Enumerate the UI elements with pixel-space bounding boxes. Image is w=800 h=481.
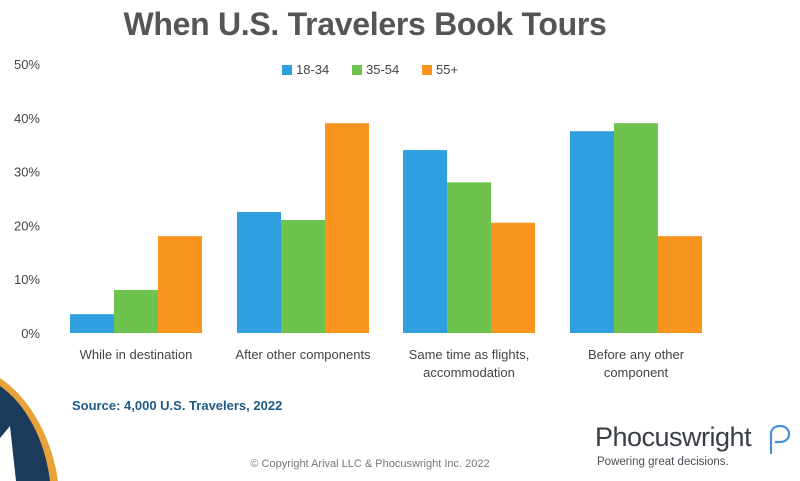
x-category-label: Same time as flights, [409, 347, 530, 362]
x-category-label: While in destination [80, 347, 193, 362]
bar [158, 236, 202, 333]
source-note: Source: 4,000 U.S. Travelers, 2022 [72, 398, 283, 413]
bar [403, 150, 447, 333]
chart-title: When U.S. Travelers Book Tours [123, 6, 607, 42]
y-tick-label: 20% [14, 218, 40, 233]
bar-chart: 0% 10% 20% 30% 40% 50% While in destination Aft… [14, 57, 702, 380]
bar [570, 131, 614, 333]
logo-speech-icon [769, 424, 791, 454]
x-category-label: Before any other [588, 347, 685, 362]
y-tick-label: 40% [14, 111, 40, 126]
legend-swatch [352, 65, 362, 75]
bar [281, 220, 325, 333]
logo-wordmark: Phocuswright [595, 422, 752, 452]
x-category-label: After other components [235, 347, 371, 362]
bar [70, 314, 114, 333]
bar [114, 289, 158, 333]
corner-decoration-icon [0, 378, 58, 481]
y-tick-label: 30% [14, 165, 40, 180]
legend-swatch [282, 65, 292, 75]
y-tick-label: 10% [14, 272, 40, 287]
legend-label: 18-34 [296, 62, 329, 77]
copyright-text: © Copyright Arival LLC & Phocuswright In… [250, 458, 490, 470]
legend-label: 35-54 [366, 62, 399, 77]
logo-tagline: Powering great decisions. [597, 456, 729, 468]
phocuswright-logo: Phocuswright Powering great decisions. [595, 422, 795, 478]
x-category-label: component [604, 365, 669, 380]
x-category-label: accommodation [423, 365, 515, 380]
bar [325, 123, 369, 334]
bar [237, 211, 281, 333]
bar [614, 123, 658, 334]
bar [658, 236, 702, 333]
y-tick-label: 0% [21, 326, 40, 341]
y-tick-label: 50% [14, 57, 40, 72]
legend-label: 55+ [436, 62, 458, 77]
bar [491, 222, 535, 333]
bar [447, 182, 491, 333]
legend-swatch [422, 65, 432, 75]
